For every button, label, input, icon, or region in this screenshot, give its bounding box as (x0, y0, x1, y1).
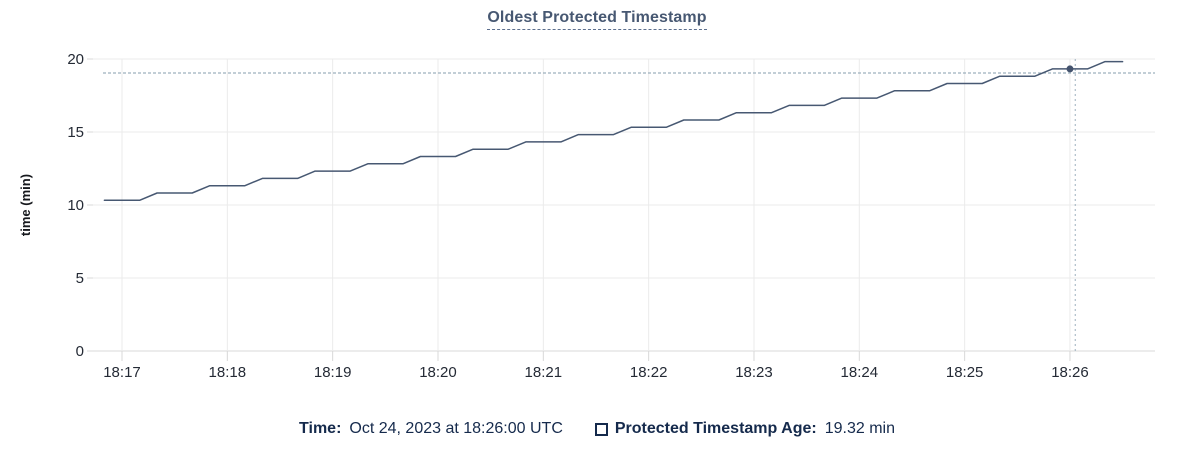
y-axis-title: time (min) (18, 174, 33, 236)
x-tick-label: 18:25 (946, 364, 984, 381)
x-tick-label: 18:20 (419, 364, 457, 381)
x-tick-label: 18:19 (314, 364, 352, 381)
chart-legend: Time: Oct 24, 2023 at 18:26:00 UTC Prote… (0, 420, 1194, 438)
chart-header: Oldest Protected Timestamp (0, 0, 1194, 38)
legend-time-label: Time: (299, 420, 342, 437)
chart-canvas[interactable]: 0 5 10 15 20 18:17 18:18 18:19 18:20 18:21 18:22 18… (0, 38, 1194, 410)
x-tick-label: 18:22 (630, 364, 668, 381)
x-tick-label: 18:21 (525, 364, 563, 381)
y-tick-label: 10 (67, 197, 84, 214)
legend-series-value: 19.32 min (824, 420, 895, 437)
y-tick-label: 15 (67, 124, 84, 141)
legend-time-value: Oct 24, 2023 at 18:26:00 UTC (349, 420, 563, 437)
y-tick-label: 5 (76, 270, 84, 287)
x-tick-label: 18:17 (103, 364, 141, 381)
legend-time-group: Time: Oct 24, 2023 at 18:26:00 UTC (299, 420, 563, 438)
series-line-protected-timestamp-age (103, 60, 1124, 202)
y-tick-label: 20 (67, 51, 84, 68)
y-tick-label: 0 (76, 343, 84, 360)
legend-series-group[interactable]: Protected Timestamp Age: 19.32 min (594, 420, 895, 438)
series-toggle-checkbox[interactable] (594, 422, 608, 436)
chart-title[interactable]: Oldest Protected Timestamp (487, 9, 707, 30)
x-tick-label: 18:23 (735, 364, 773, 381)
x-tick-label: 18:18 (209, 364, 247, 381)
x-tick-label: 18:26 (1051, 364, 1089, 381)
hover-data-point (1066, 65, 1074, 73)
x-tick-label: 18:24 (841, 364, 879, 381)
legend-series-label: Protected Timestamp Age: (614, 420, 817, 437)
